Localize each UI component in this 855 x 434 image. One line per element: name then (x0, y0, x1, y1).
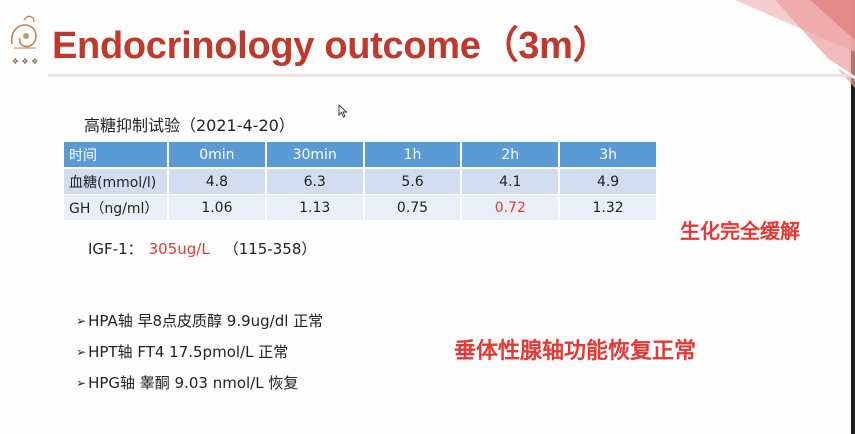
row-label: GH（ng/ml） (64, 194, 169, 220)
list-item: ➢ HPG轴 睾酮 9.03 nmol/L 恢复 (76, 367, 323, 398)
corner-decoration (735, 0, 855, 88)
window-edge (851, 0, 855, 434)
table-cell: 1.06 (168, 194, 267, 220)
list-item: ➢ HPT轴 FT4 17.5pmol/L 正常 (76, 336, 323, 367)
igf1-value: 305ug/L (148, 240, 210, 258)
arrow-bullet-icon: ➢ (76, 313, 87, 328)
header-cell: 1h (363, 142, 463, 169)
header-cell: 2h (461, 142, 561, 169)
axis-list: ➢ HPA轴 早8点皮质醇 9.9ug/dl 正常 ➢ HPT轴 FT4 17.5p… (76, 305, 323, 398)
arrow-bullet-icon: ➢ (76, 375, 87, 390)
table-cell: 0.75 (363, 194, 463, 220)
igf1-label: IGF-1： (88, 240, 143, 258)
axis-text: HPA轴 早8点皮质醇 9.9ug/dl 正常 (88, 312, 324, 330)
mouse-cursor-icon (338, 104, 348, 118)
table-cell: 5.6 (363, 168, 463, 195)
list-item: ➢ HPA轴 早8点皮质醇 9.9ug/dl 正常 (76, 305, 323, 336)
table-cell: 4.8 (168, 168, 267, 195)
igf1-result: IGF-1： 305ug/L （115-358） (88, 238, 316, 259)
table-cell: 1.32 (559, 194, 658, 220)
axis-text: HPT轴 FT4 17.5pmol/L 正常 (88, 343, 289, 361)
header-cell: 30min (265, 142, 365, 169)
table-header-row: 时间 0min 30min 1h 2h 3h (64, 142, 658, 169)
header-cell: 时间 (64, 142, 169, 169)
axis-text: HPG轴 睾酮 9.03 nmol/L 恢复 (88, 374, 299, 392)
table-cell: 1.13 (265, 194, 365, 220)
table-row-gh: GH（ng/ml） 1.06 1.13 0.75 0.72 1.32 (64, 194, 658, 220)
biochemical-remission-text: 生化完全缓解 (680, 219, 800, 243)
table-cell: 4.1 (461, 168, 561, 195)
table-cell-highlight: 0.72 (461, 194, 561, 220)
header-cell: 0min (168, 142, 267, 169)
arrow-bullet-icon: ➢ (76, 344, 87, 359)
slide-title: Endocrinology outcome（3m） (52, 25, 611, 67)
logo-emblem: ❖ ❖ ❖ (10, 15, 39, 66)
pituitary-recovery-text: 垂体性腺轴功能恢复正常 (454, 339, 697, 364)
table-cell: 6.3 (265, 168, 365, 195)
row-label: 血糖(mmol/l) (64, 168, 169, 195)
table-cell: 4.9 (559, 168, 658, 195)
svg-text:❖ ❖ ❖: ❖ ❖ ❖ (12, 57, 39, 66)
igf1-range: （115-358） (223, 240, 317, 258)
suppression-test-table: 时间 0min 30min 1h 2h 3h 血糖(mmol/l) 4.8 6.… (64, 142, 658, 220)
suppression-test-title: 高糖抑制试验（2021-4-20） (84, 116, 295, 135)
header-cell: 3h (559, 142, 658, 169)
title-divider (48, 74, 851, 77)
table-row-glucose: 血糖(mmol/l) 4.8 6.3 5.6 4.1 4.9 (64, 168, 658, 195)
